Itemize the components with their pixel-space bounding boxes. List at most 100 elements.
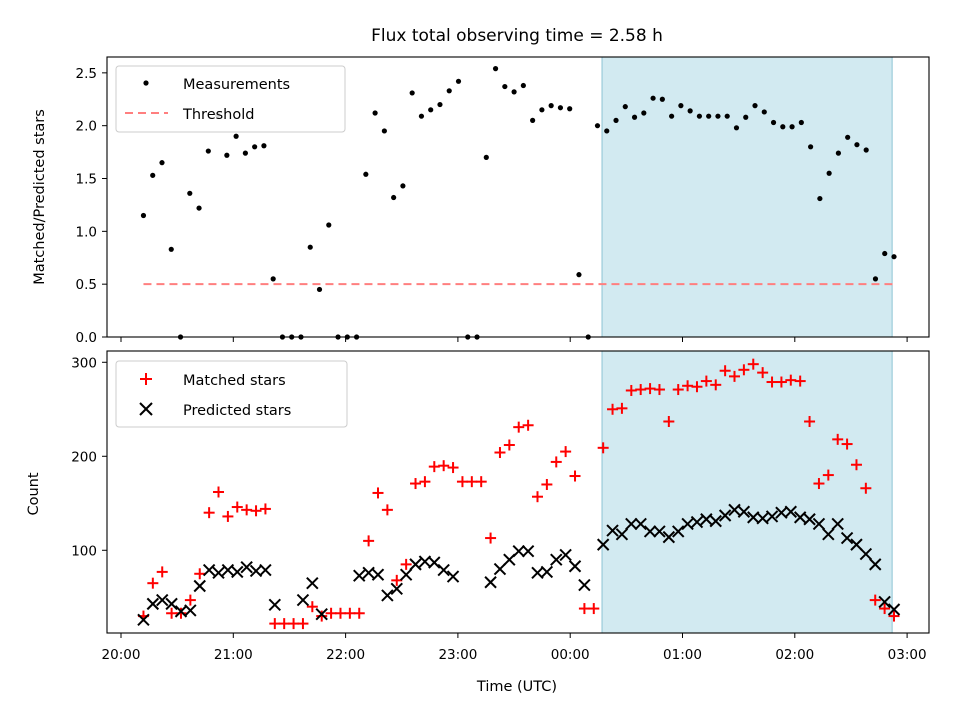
predicted-x-b (606, 524, 619, 537)
predicted-star-point (596, 538, 610, 551)
panel-ratio-frame (106, 56, 930, 338)
measurement-point (659, 96, 665, 102)
measurement-point (622, 104, 628, 110)
matched-star-point (166, 607, 178, 619)
predicted-x-b (371, 568, 385, 581)
measurement-point (761, 109, 767, 115)
predicted-star-point (606, 524, 619, 537)
measurement-point (863, 147, 869, 153)
matched-star-point (569, 470, 581, 482)
predicted-star-point (540, 565, 554, 579)
legend-top-box (115, 65, 346, 133)
measurement-point (391, 194, 397, 201)
measurement-point (150, 172, 156, 178)
legend-threshold-label: Threshold (182, 107, 254, 123)
matched-star-point (522, 419, 534, 431)
predicted-x-b (202, 563, 216, 577)
measurement-point (891, 254, 897, 260)
predicted-star-point (296, 593, 310, 607)
matched-star-point (607, 403, 619, 415)
legend-measurements-marker (143, 80, 149, 86)
predicted-star-point (662, 530, 676, 544)
predicted-star-point (409, 558, 422, 571)
predicted-x-b (690, 515, 704, 529)
predicted-star-point (437, 563, 450, 577)
predicted-x-b (578, 578, 591, 592)
predicted-star-point (625, 517, 638, 531)
matched-star-point (729, 370, 741, 382)
predicted-star-point (268, 598, 282, 612)
predicted-x-b (259, 563, 272, 577)
measurement-point (326, 222, 332, 228)
predicted-star-point (672, 525, 685, 538)
measurement-point (650, 95, 656, 101)
matched-star-point (550, 456, 562, 468)
predicted-x-b (700, 513, 713, 526)
measurement-point (752, 103, 758, 109)
predicted-star-point (399, 568, 413, 581)
matched-star-point (682, 380, 694, 392)
predicted-star-point (784, 505, 798, 518)
matched-star-point (832, 433, 844, 445)
predicted-x-b (737, 505, 751, 518)
legend-matched-label: Matched stars (183, 373, 286, 389)
predicted-x-b (296, 593, 310, 607)
predicted-x-b (184, 604, 197, 617)
measurement-point (140, 212, 147, 219)
measurement-point (845, 134, 851, 140)
predicted-x-b (559, 548, 572, 562)
measurement-point (205, 148, 211, 154)
matched-star-point (456, 476, 468, 488)
predicted-x-b (399, 568, 413, 581)
predicted-star-point (709, 514, 722, 528)
panel-ratio: 0.0 0.5 1.0 1.5 2.0 2.5 Matched/Predicted sta… (32, 56, 930, 346)
measurement-point (798, 119, 804, 126)
measurement-point (511, 89, 517, 95)
predicted-x-b (672, 525, 685, 538)
matched-star-point (663, 416, 675, 427)
predicted-star-point (193, 579, 206, 593)
predicted-star-point (306, 576, 319, 590)
predicted-x-b (859, 547, 873, 561)
matched-star-point (785, 374, 797, 386)
count-xtick-label: 20:00 (102, 647, 141, 663)
measurement-point (613, 117, 619, 123)
count-xtick-label: 02:00 (775, 647, 814, 663)
predicted-star-point (550, 553, 563, 566)
predicted-x-b (221, 563, 235, 577)
matched-star-point (625, 384, 637, 396)
measurement-point (252, 144, 258, 150)
matched-star-point (672, 384, 684, 396)
predicted-x-b (146, 597, 160, 611)
predicted-star-point (484, 576, 497, 589)
measurement-point (233, 133, 239, 139)
measurement-point (502, 83, 508, 90)
predicted-star-point (634, 517, 647, 531)
measurement-point (724, 113, 730, 119)
measurement-point (696, 113, 703, 119)
measurement-point (492, 66, 499, 72)
measurement-point (604, 128, 610, 134)
count-ytick-label: 100 (71, 543, 97, 559)
predicted-x-b (822, 528, 835, 541)
panel-count-frame (106, 350, 930, 634)
predicted-x-b (174, 605, 188, 618)
matched-star-point (738, 364, 750, 376)
matched-star-point (813, 478, 825, 490)
measurement-point (826, 170, 832, 176)
matched-star-point (381, 504, 393, 516)
ratio-ytick-label: 1.0 (76, 224, 97, 240)
matched-star-point (447, 462, 459, 474)
measurement-point (187, 190, 193, 196)
count-xtick-label: 21:00 (214, 647, 253, 663)
matched-star-point (860, 482, 872, 494)
predicted-x-b (869, 558, 882, 571)
predicted-star-point (137, 613, 150, 627)
predicted-x-b (362, 566, 375, 580)
ratio-ytick-label: 0.0 (76, 330, 97, 346)
matched-star-point (747, 358, 759, 370)
predicted-star-point (446, 570, 460, 583)
matched-star-point (503, 439, 515, 451)
predicted-x-b (390, 582, 403, 596)
predicted-star-point (578, 578, 591, 592)
